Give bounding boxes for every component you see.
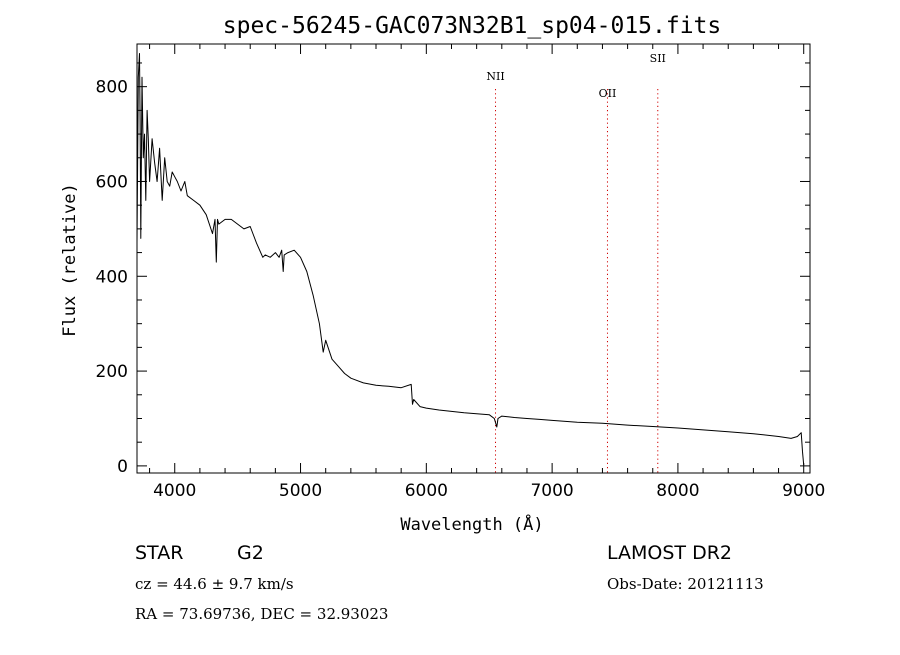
object-class: STAR xyxy=(135,542,183,564)
line-marker-label: OII xyxy=(599,87,617,100)
x-axis-label: Wavelength (Å) xyxy=(400,513,543,535)
plot-area: 4000 5000 6000 7000 8000 9000 0 200 400 600 800 NII… xyxy=(96,43,825,501)
y-tick-label: 600 xyxy=(96,172,128,192)
y-tick-label: 200 xyxy=(96,362,128,382)
sky-coordinates: RA = 73.69736, DEC = 32.93023 xyxy=(135,605,388,623)
x-tick-label: 5000 xyxy=(279,481,322,501)
plot-frame xyxy=(136,43,811,474)
x-tick-label: 8000 xyxy=(656,481,699,501)
observation-date: Obs-Date: 20121113 xyxy=(607,575,764,593)
y-tick-label: 800 xyxy=(96,78,128,98)
line-marker-label: SII xyxy=(650,52,666,65)
line-marker-label: NII xyxy=(486,70,504,83)
object-subclass: G2 xyxy=(237,542,264,564)
x-tick-label: 4000 xyxy=(153,481,196,501)
x-tick-label: 9000 xyxy=(782,481,825,501)
y-tick-label: 0 xyxy=(117,457,128,477)
y-axis-label: Flux (relative) xyxy=(60,183,80,337)
spectrum-line xyxy=(136,53,805,465)
chart-title: spec-56245-GAC073N32B1_sp04-015.fits xyxy=(223,13,722,39)
redshift-velocity: cz = 44.6 ± 9.7 km/s xyxy=(135,575,294,593)
survey-name: LAMOST DR2 xyxy=(607,542,732,564)
y-tick-label: 400 xyxy=(96,267,128,287)
x-tick-label: 7000 xyxy=(530,481,573,501)
x-tick-label: 6000 xyxy=(405,481,448,501)
